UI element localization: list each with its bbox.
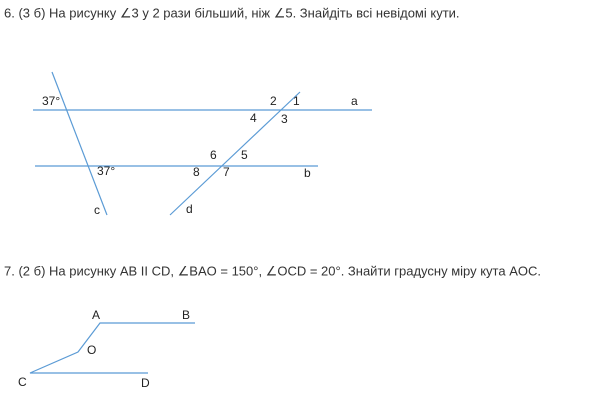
label: 1 (293, 94, 300, 108)
label: O (87, 343, 96, 357)
label: 37° (42, 94, 60, 108)
label: 5 (241, 148, 248, 162)
label: d (186, 202, 193, 216)
label: 4 (250, 111, 257, 125)
label: 37° (97, 164, 115, 178)
label: c (94, 203, 100, 217)
task-text: 7. (2 б) На рисунку AB II CD, ∠BAO = 150… (4, 263, 541, 278)
label: a (351, 94, 358, 108)
label: C (18, 375, 27, 389)
figure-2: A B O C D (18, 308, 195, 390)
label: A (92, 308, 100, 322)
label: 8 (193, 165, 200, 179)
line-d (169, 91, 301, 216)
label: 3 (281, 112, 288, 126)
task-text: 6. (3 б) На рисунку ∠3 у 2 рази більший,… (4, 5, 460, 20)
label: 7 (223, 165, 230, 179)
label: B (182, 308, 190, 322)
label: 2 (270, 94, 277, 108)
figure-1: 37° 2 1 a 4 3 6 5 8 7 b 37° c d (33, 71, 372, 217)
line-c (51, 71, 108, 216)
broken-line (29, 322, 195, 374)
label: b (304, 166, 311, 180)
label: D (141, 376, 150, 390)
label: 6 (210, 148, 217, 162)
